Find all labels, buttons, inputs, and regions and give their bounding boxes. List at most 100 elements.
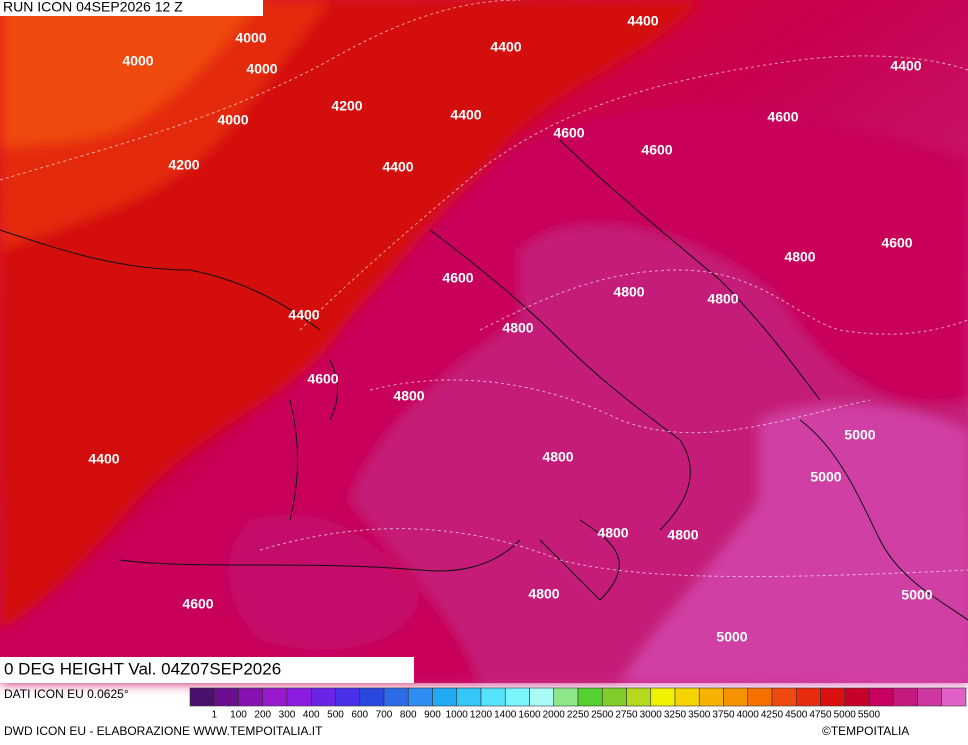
legend-swatch — [504, 687, 530, 707]
legend-label: 5500 — [858, 710, 881, 721]
run-title: RUN ICON 04SEP2026 12 Z — [3, 0, 183, 15]
contour-label: 4400 — [88, 451, 119, 467]
contour-label: 4400 — [627, 13, 658, 29]
contour-label: 5000 — [901, 587, 932, 603]
legend-label: 1400 — [494, 710, 517, 721]
legend-label: 2000 — [543, 710, 566, 721]
legend-swatch — [601, 687, 627, 707]
footer-copyright: ©TEMPOITALIA — [822, 724, 909, 738]
contour-label: 4000 — [122, 53, 153, 69]
legend-swatch — [262, 687, 288, 707]
legend-label: 500 — [327, 710, 344, 721]
contour-label: 5000 — [844, 427, 875, 443]
contour-label: 4800 — [597, 525, 628, 541]
legend-swatch — [213, 687, 239, 707]
legend-swatch — [820, 687, 846, 707]
legend-swatch — [456, 687, 482, 707]
contour-label: 4600 — [767, 109, 798, 125]
legend-label: 3500 — [688, 710, 711, 721]
legend-swatch — [674, 687, 700, 707]
contours — [0, 0, 968, 577]
contour-label: 5000 — [810, 469, 841, 485]
contour-label: 4200 — [168, 157, 199, 173]
data-source: DATI ICON EU 0.0625° — [4, 687, 129, 701]
contour-label: 4800 — [667, 527, 698, 543]
legend-swatch — [310, 687, 336, 707]
legend-label: 400 — [303, 710, 320, 721]
legend-label: 200 — [254, 710, 271, 721]
legend-label: 900 — [424, 710, 441, 721]
legend-swatch — [359, 687, 385, 707]
legend-swatch — [529, 687, 555, 707]
contour-label: 4800 — [707, 291, 738, 307]
legend-swatch — [941, 687, 967, 707]
legend-label: 4000 — [737, 710, 760, 721]
contour-label: 5000 — [716, 629, 747, 645]
contour-label: 4600 — [881, 235, 912, 251]
contour-label: 4800 — [502, 320, 533, 336]
legend-swatch — [189, 687, 215, 707]
legend-label: 700 — [376, 710, 393, 721]
legend-label: 4250 — [761, 710, 784, 721]
legend-label: 3750 — [712, 710, 735, 721]
legend-swatch — [480, 687, 506, 707]
legend-swatch — [553, 687, 579, 707]
coastlines — [0, 139, 968, 621]
contour-label: 4800 — [542, 449, 573, 465]
legend-label: 4750 — [809, 710, 832, 721]
contour-label: 4000 — [235, 30, 266, 46]
legend-label: 600 — [351, 710, 368, 721]
map-subtitle: 0 DEG HEIGHT Val. 04Z07SEP2026 — [4, 659, 281, 678]
contour-label: 4200 — [331, 98, 362, 114]
contour-label: 4000 — [217, 112, 248, 128]
legend-label: 4500 — [785, 710, 808, 721]
legend-label: 100 — [230, 710, 247, 721]
contour-label: 4400 — [382, 159, 413, 175]
legend-swatch — [577, 687, 603, 707]
legend-label: 2750 — [615, 710, 638, 721]
legend-label: 800 — [400, 710, 417, 721]
legend-swatch — [844, 687, 870, 707]
footer-credit: DWD ICON EU - ELABORAZIONE WWW.TEMPOITAL… — [4, 724, 323, 738]
legend-label: 300 — [279, 710, 296, 721]
legend-swatch — [335, 687, 361, 707]
legend-label: 5000 — [834, 710, 857, 721]
contour-label: 4400 — [450, 107, 481, 123]
contour-label: 4800 — [393, 388, 424, 404]
legend-swatch — [868, 687, 894, 707]
legend-label: 1600 — [518, 710, 541, 721]
contour-label: 4800 — [613, 284, 644, 300]
legend-swatch — [771, 687, 797, 707]
contour-label: 4400 — [890, 58, 921, 74]
contour-label: 4600 — [442, 270, 473, 286]
legend-swatch — [650, 687, 676, 707]
legend-swatch — [917, 687, 943, 707]
contour-label: 4600 — [641, 142, 672, 158]
legend-swatch — [432, 687, 458, 707]
contour-label: 4800 — [784, 249, 815, 265]
map-field: RUN ICON 04SEP2026 12 Z 0 DEG HEIGHT Val… — [0, 0, 968, 683]
contour-label: 4600 — [182, 596, 213, 612]
contour-label: 4400 — [288, 307, 319, 323]
contour-label: 4400 — [490, 39, 521, 55]
contour-label: 4600 — [307, 371, 338, 387]
legend-label: 1000 — [446, 710, 469, 721]
legend-swatch — [383, 687, 409, 707]
legend-swatch — [238, 687, 264, 707]
legend-swatch — [795, 687, 821, 707]
legend-label: 1200 — [470, 710, 493, 721]
contour-label: 4600 — [553, 125, 584, 141]
legend-swatch — [747, 687, 773, 707]
legend-label: 2500 — [591, 710, 614, 721]
legend-label: 3250 — [664, 710, 687, 721]
contour-label: 4000 — [246, 61, 277, 77]
legend-swatch — [698, 687, 724, 707]
legend-swatch — [723, 687, 749, 707]
legend-swatch — [626, 687, 652, 707]
legend-swatch — [286, 687, 312, 707]
legend-swatch — [892, 687, 918, 707]
legend-label: 1 — [211, 710, 217, 721]
contour-label: 4800 — [528, 586, 559, 602]
